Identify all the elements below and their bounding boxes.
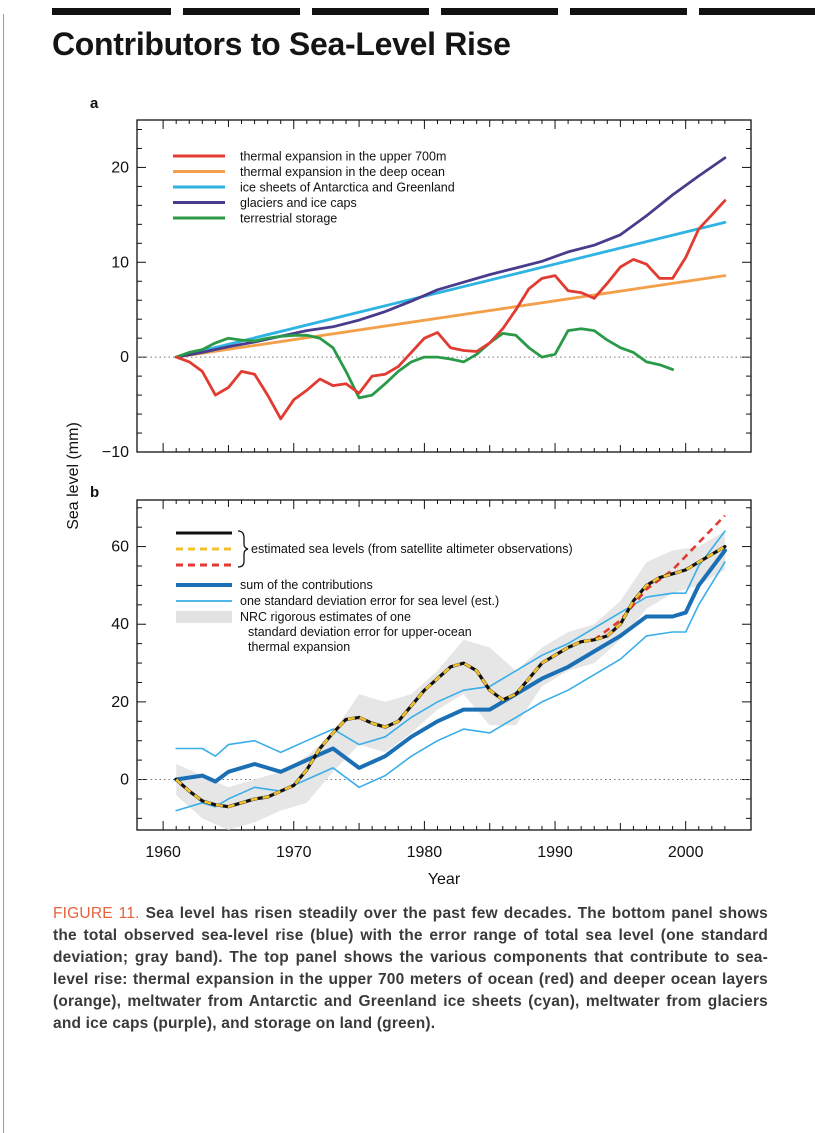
y-tick-label: 0 — [120, 772, 129, 789]
series-line-sum-of-the-contributions — [174, 548, 727, 784]
x-tick-label: 2000 — [668, 844, 704, 861]
series-line-series-2 — [593, 514, 726, 641]
series-line-one-standard-deviation-error-for-sea-level-est — [175, 530, 726, 757]
y-tick-label: 0 — [120, 349, 129, 366]
legend-label: terrestrial storage — [240, 212, 337, 226]
top-rule-segment — [699, 8, 815, 15]
top-rule — [0, 8, 815, 15]
shared-axis-labels: Sea level (mm) Year — [65, 422, 461, 888]
series-line-terrestrial-storage — [174, 327, 674, 400]
legend-label: NRC rigorous estimates of one — [240, 610, 411, 624]
x-tick-label: 1970 — [276, 844, 312, 861]
y-tick-label: 20 — [111, 159, 129, 176]
caption-body: Sea level has risen steadily over the pa… — [53, 905, 768, 1032]
y-tick-label: 10 — [111, 254, 129, 271]
top-rule-segment — [570, 8, 687, 15]
series-line-thermal-expansion-in-the-deep-ocean — [174, 274, 727, 359]
error-band — [176, 531, 725, 830]
top-rule-segment — [52, 8, 171, 15]
legend-label: sum of the contributions — [240, 578, 373, 592]
legend-label: estimated sea levels (from satellite alt… — [251, 542, 573, 556]
legend-label: thermal expansion in the upper 700m — [240, 150, 446, 164]
figure-caption: FIGURE 11. Sea level has risen steadily … — [53, 903, 768, 1035]
top-rule-segment — [441, 8, 558, 15]
legend-label: glaciers and ice caps — [240, 196, 357, 210]
panel-b: b 0 20 40 60 estimated sea levels (from satel… — [90, 484, 752, 861]
panel-label: a — [90, 95, 99, 112]
top-rule-segment — [183, 8, 300, 15]
y-tick-label: 40 — [111, 616, 129, 633]
y-axis-title: Sea level (mm) — [65, 422, 82, 530]
x-tick-label: 1960 — [145, 844, 181, 861]
legend-brace — [237, 530, 249, 568]
series-line-ice-sheets-of-antarctica-and-greenland — [174, 221, 727, 359]
x-tick-label: 1980 — [407, 844, 443, 861]
page-title: Contributors to Sea-Level Rise — [52, 26, 511, 62]
series-line-series-5 — [175, 561, 726, 812]
panel-a: a −10 0 10 20 thermal expansion in the upper … — [90, 95, 752, 461]
legend-label: thermal expansion in the deep ocean — [240, 165, 445, 179]
y-tick-label: 60 — [111, 539, 129, 556]
y-tick-label: 20 — [111, 694, 129, 711]
caption-lead: FIGURE 11. — [53, 905, 140, 922]
plot-frame — [136, 119, 752, 453]
top-rule-segment — [312, 8, 429, 15]
legend-label: thermal expansion — [248, 640, 350, 654]
plot-frame — [136, 499, 752, 831]
sea-level-figure: a −10 0 10 20 thermal expansion in the upper … — [65, 95, 752, 888]
legend-swatch — [176, 611, 232, 623]
legend-label: ice sheets of Antarctica and Greenland — [240, 181, 455, 195]
legend-label: standard deviation error for upper-ocean — [248, 625, 472, 639]
y-tick-label: −10 — [102, 444, 129, 461]
series-line-thermal-expansion-in-the-upper-700m — [174, 199, 727, 421]
legend-label: one standard deviation error for sea lev… — [240, 594, 499, 608]
x-axis-title: Year — [428, 871, 461, 888]
x-tick-label: 1990 — [537, 844, 573, 861]
series-line-series-1 — [175, 545, 726, 808]
page-border — [3, 14, 4, 1133]
panel-label: b — [90, 484, 99, 501]
